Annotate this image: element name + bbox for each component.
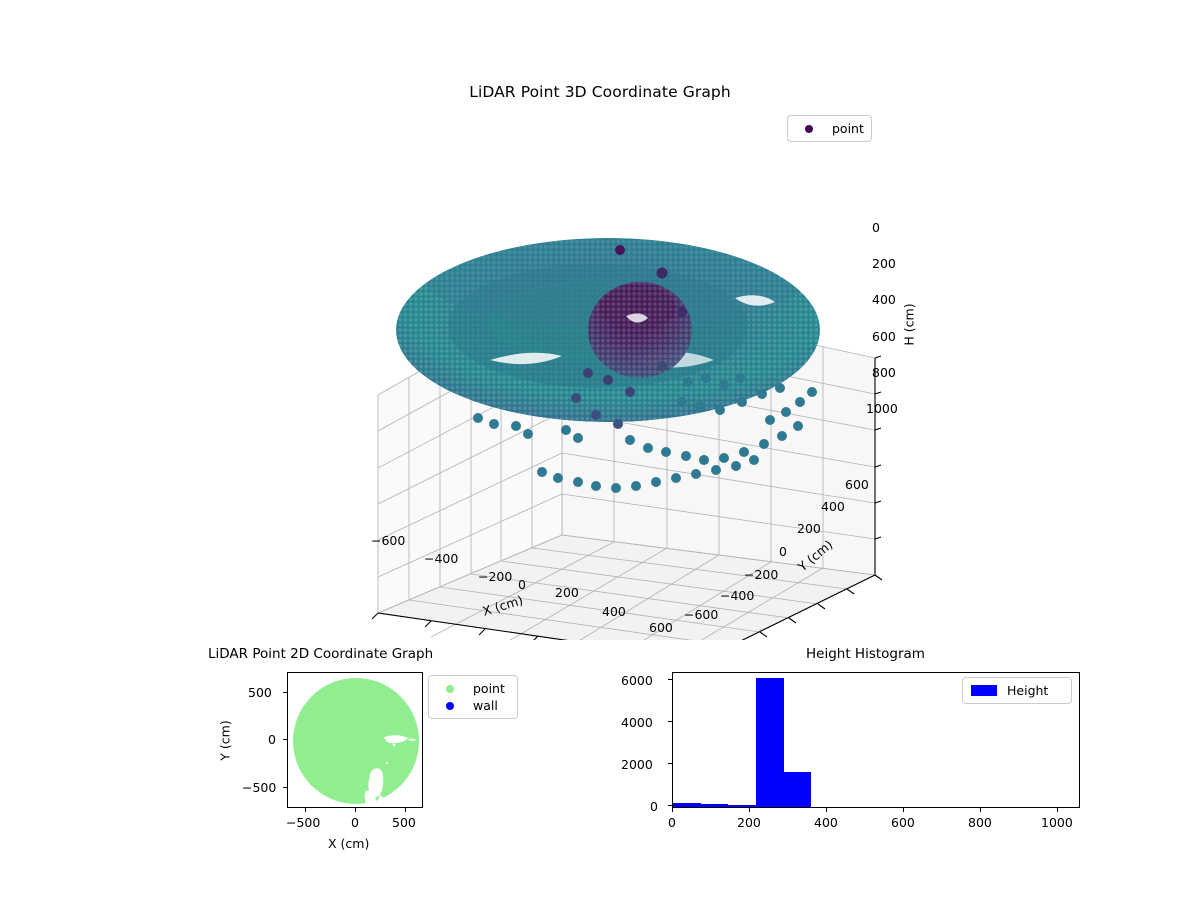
- plot3d-xtick-4: 200: [555, 585, 579, 600]
- histogram-ytick-3: 6000: [621, 673, 653, 688]
- legend-entry-point[interactable]: point: [437, 680, 509, 697]
- histogram-bar[interactable]: [728, 804, 757, 807]
- point-marker-icon: [437, 684, 463, 693]
- histogram-xtick-mark-1: [749, 808, 750, 812]
- plot3d-legend[interactable]: point: [787, 115, 872, 142]
- legend-label-point: point: [473, 681, 505, 696]
- plot3d-xtick-1: −400: [424, 551, 459, 566]
- histogram-xtick-mark-4: [980, 808, 981, 812]
- plot2d-ytick-0: 500: [248, 685, 272, 700]
- plot3d-xtick-0: −600: [371, 533, 406, 548]
- plot2d-xtick-mark-0: [305, 808, 306, 812]
- plot3d-x-ticks: [371, 612, 539, 640]
- histogram-bar[interactable]: [756, 678, 784, 807]
- plot2d-xtick-1: 0: [351, 815, 359, 830]
- legend-entry-wall[interactable]: wall: [437, 697, 509, 714]
- plot3d-ytick-6: 600: [845, 477, 869, 492]
- plot2d-ytick-1: 0: [268, 732, 276, 747]
- histogram-xtick-mark-0: [672, 808, 673, 812]
- plot2d-y-axis-label: Y (cm): [217, 720, 233, 761]
- histogram-xtick-4: 800: [968, 815, 992, 830]
- histogram-ytick-2: 4000: [621, 715, 653, 730]
- plot3d-xtick-2: −200: [478, 569, 513, 584]
- legend-label-wall: wall: [473, 698, 498, 713]
- histogram-ytick-mark-2: [668, 721, 672, 722]
- point-marker-icon: [796, 124, 822, 133]
- legend-entry-height[interactable]: Height: [971, 682, 1063, 699]
- plot3d-ztick-5: 1000: [866, 401, 898, 416]
- histogram-ytick-mark-1: [668, 763, 672, 764]
- histogram-bar[interactable]: [783, 771, 812, 807]
- plot3d-z-axis-label: H (cm): [901, 303, 917, 346]
- plot3d-dark-cluster: [571, 245, 692, 429]
- histogram-title: Height Histogram: [806, 646, 925, 662]
- plot2d-gap-lower: [368, 768, 384, 798]
- plot2d-xtick-2: 500: [392, 815, 416, 830]
- plot2d-xtick-mark-1: [355, 808, 356, 812]
- plot3d-ytick-0: −600: [684, 607, 719, 622]
- plot2d-ytick-mark-2: [283, 787, 287, 788]
- plot3d-xtick-3: 0: [518, 577, 526, 592]
- wall-marker-icon: [437, 701, 463, 710]
- plot2d-gap-upper: [384, 735, 408, 744]
- plot3d-ytick-4: 200: [797, 521, 821, 536]
- plot2d-ytick-mark-1: [283, 739, 287, 740]
- plot3d-canvas: [371, 238, 883, 640]
- plot3d-y-ticks: [759, 574, 883, 638]
- plot3d-ztick-1: 200: [872, 256, 896, 271]
- histogram-legend[interactable]: Height: [962, 677, 1072, 704]
- histogram-xtick-5: 1000: [1041, 815, 1073, 830]
- plot3d-ztick-0: 0: [872, 220, 880, 235]
- plot3d-xtick-5: 400: [602, 604, 626, 619]
- histogram-ytick-mark-0: [668, 805, 672, 806]
- histogram-ytick-0: 0: [650, 799, 658, 814]
- plot2d-title: LiDAR Point 2D Coordinate Graph: [208, 646, 434, 662]
- plot2d-xtick-0: −500: [286, 815, 321, 830]
- histogram-xtick-mark-2: [826, 808, 827, 812]
- histogram-xtick-mark-5: [1057, 808, 1058, 812]
- legend-entry-point[interactable]: point: [796, 120, 864, 137]
- plot3d-ytick-5: 400: [821, 499, 845, 514]
- histogram-xtick-2: 400: [814, 815, 838, 830]
- plot3d-ytick-1: −400: [720, 588, 755, 603]
- plot3d-axes[interactable]: [330, 130, 910, 640]
- plot2d-ytick-2: −500: [242, 780, 277, 795]
- plot2d-axes[interactable]: [287, 672, 423, 808]
- height-patch-icon: [971, 685, 997, 696]
- plot3d-ytick-3: 0: [779, 544, 787, 559]
- plot2d-ytick-mark-0: [283, 692, 287, 693]
- plot2d-point-disc: [293, 678, 419, 804]
- plot3d-ytick-2: −200: [744, 567, 779, 582]
- plot2d-xtick-mark-2: [405, 808, 406, 812]
- histogram-xtick-0: 0: [668, 815, 676, 830]
- legend-label-height: Height: [1007, 683, 1049, 698]
- plot2d-legend[interactable]: point wall: [428, 675, 518, 719]
- histogram-ytick-mark-3: [668, 679, 672, 680]
- plot3d-xtick-6: 600: [649, 620, 673, 635]
- histogram-xtick-mark-3: [903, 808, 904, 812]
- plot3d-sparse-returns: [473, 373, 817, 493]
- histogram-ytick-1: 2000: [621, 757, 653, 772]
- histogram-xtick-1: 200: [737, 815, 761, 830]
- plot3d-point-cloud: [396, 238, 820, 493]
- histogram-xtick-3: 600: [891, 815, 915, 830]
- plot3d-ztick-4: 800: [872, 365, 896, 380]
- legend-label-point: point: [832, 121, 864, 136]
- plot3d-ztick-3: 600: [872, 329, 896, 344]
- histogram-bar[interactable]: [673, 802, 701, 807]
- plot3d-ztick-2: 400: [872, 292, 896, 307]
- plot3d-title: LiDAR Point 3D Coordinate Graph: [469, 83, 731, 101]
- plot2d-x-axis-label: X (cm): [328, 836, 370, 851]
- plot2d-canvas: [293, 678, 419, 807]
- histogram-bar[interactable]: [700, 804, 729, 807]
- plot3d-z-ticks: [874, 355, 882, 540]
